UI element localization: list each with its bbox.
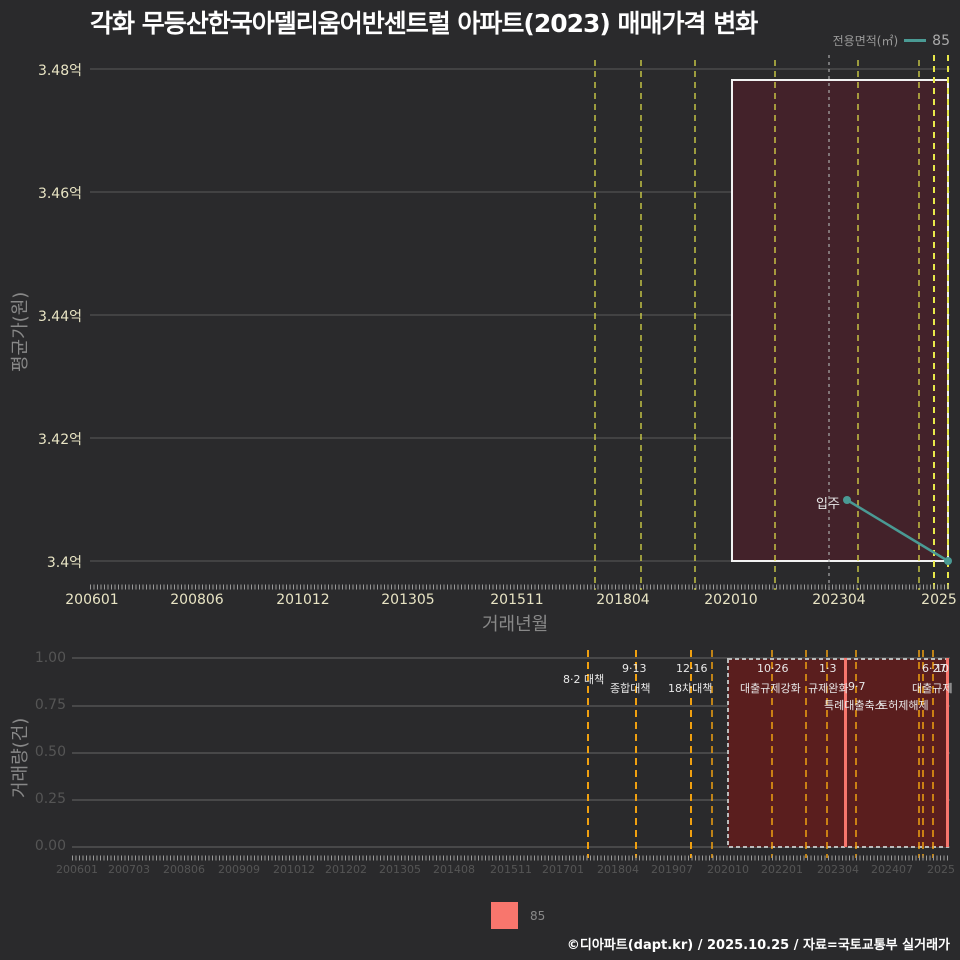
y-tick: 3.44억 bbox=[37, 309, 82, 325]
x-tick: 202304 bbox=[812, 592, 866, 608]
chart-title: 각화 무등산한국아델리움어반센트럴 아파트(2023) 매매가격 변화 bbox=[90, 9, 758, 38]
legend-title: 전용면적(㎡) bbox=[832, 34, 899, 48]
policy-label: 특례대출축소 bbox=[824, 699, 885, 712]
policy-date: 9·13 bbox=[622, 662, 647, 675]
policy-label: 대출규제강화 bbox=[740, 682, 801, 695]
x-tick-volume: 200703 bbox=[108, 863, 150, 876]
x-tick: 201012 bbox=[276, 592, 330, 608]
x-tick-volume: 200601 bbox=[56, 863, 98, 876]
x-tick-volume: 201408 bbox=[433, 863, 475, 876]
policy-date: 1·3 bbox=[819, 662, 837, 675]
x-tick: 201305 bbox=[381, 592, 435, 608]
x-tick-volume: 202010 bbox=[707, 863, 749, 876]
x-tick-volume: 2025 bbox=[927, 863, 955, 876]
x-axis-title: 거래년월 bbox=[482, 614, 549, 635]
y-tick: 3.48억 bbox=[37, 63, 82, 79]
footer-credit: ©디아파트(dapt.kr) / 2025.10.25 / 자료=국토교통부 실… bbox=[566, 938, 950, 953]
legend-top: 전용면적(㎡) 85 bbox=[833, 32, 950, 49]
x-tick-volume: 200909 bbox=[218, 863, 260, 876]
policy-date: 6·27 bbox=[922, 662, 947, 675]
x-tick-volume: 200806 bbox=[163, 863, 205, 876]
legend-bottom: 85 bbox=[491, 902, 545, 929]
y-tick: 3.4억 bbox=[46, 555, 82, 571]
y-axis-title: 평균가(원) bbox=[10, 291, 31, 372]
x-tick-volume: 202304 bbox=[817, 863, 859, 876]
policy-date: 12·16 bbox=[676, 662, 708, 675]
x-tick-volume: 201305 bbox=[379, 863, 421, 876]
policy-date: 10·26 bbox=[757, 662, 789, 675]
x-tick: 201511 bbox=[490, 592, 544, 608]
x-tick: 200806 bbox=[170, 592, 224, 608]
y-axis-title-volume: 거래량(건) bbox=[10, 717, 31, 798]
x-tick-volume: 201907 bbox=[651, 863, 693, 876]
policy-label: 종합대책 bbox=[610, 682, 651, 695]
y-tick-volume: 0.25 bbox=[34, 791, 66, 807]
policy-label: 8·2 대책 bbox=[563, 673, 605, 686]
legend-value: 85 bbox=[932, 32, 950, 49]
x-tick-volume: 201701 bbox=[542, 863, 584, 876]
policy-date: 10 bbox=[935, 662, 949, 675]
x-tick-volume: 202407 bbox=[871, 863, 913, 876]
move-in-annotation: 입주 bbox=[816, 497, 840, 512]
y-tick: 3.42억 bbox=[37, 432, 82, 448]
x-tick: 201804 bbox=[596, 592, 650, 608]
x-tick-volume: 201804 bbox=[597, 863, 639, 876]
y-tick: 3.46억 bbox=[37, 186, 82, 202]
y-tick-volume: 0.00 bbox=[34, 838, 66, 854]
x-tick-volume: 201202 bbox=[325, 863, 367, 876]
x-tick-volume: 201012 bbox=[273, 863, 315, 876]
policy-label: 토허제해제 bbox=[878, 699, 929, 712]
x-tick: 202010 bbox=[704, 592, 758, 608]
policy-label: 규제완화 bbox=[808, 682, 849, 695]
legend-bottom-value: 85 bbox=[530, 908, 546, 923]
y-tick-volume: 0.75 bbox=[34, 697, 66, 713]
policy-label: 18차대책 bbox=[668, 682, 713, 695]
x-tick: 200601 bbox=[65, 592, 119, 608]
policy-date: 9·7 bbox=[848, 680, 866, 693]
policy-label: 대출규제 bbox=[912, 682, 953, 695]
x-tick: 2025 bbox=[921, 592, 957, 608]
y-tick-volume: 1.00 bbox=[34, 650, 66, 666]
legend-bar-swatch bbox=[491, 902, 518, 929]
x-tick-volume: 202201 bbox=[761, 863, 803, 876]
y-tick-volume: 0.50 bbox=[34, 744, 66, 760]
x-tick-volume: 201511 bbox=[490, 863, 532, 876]
legend-line-swatch bbox=[904, 39, 927, 42]
